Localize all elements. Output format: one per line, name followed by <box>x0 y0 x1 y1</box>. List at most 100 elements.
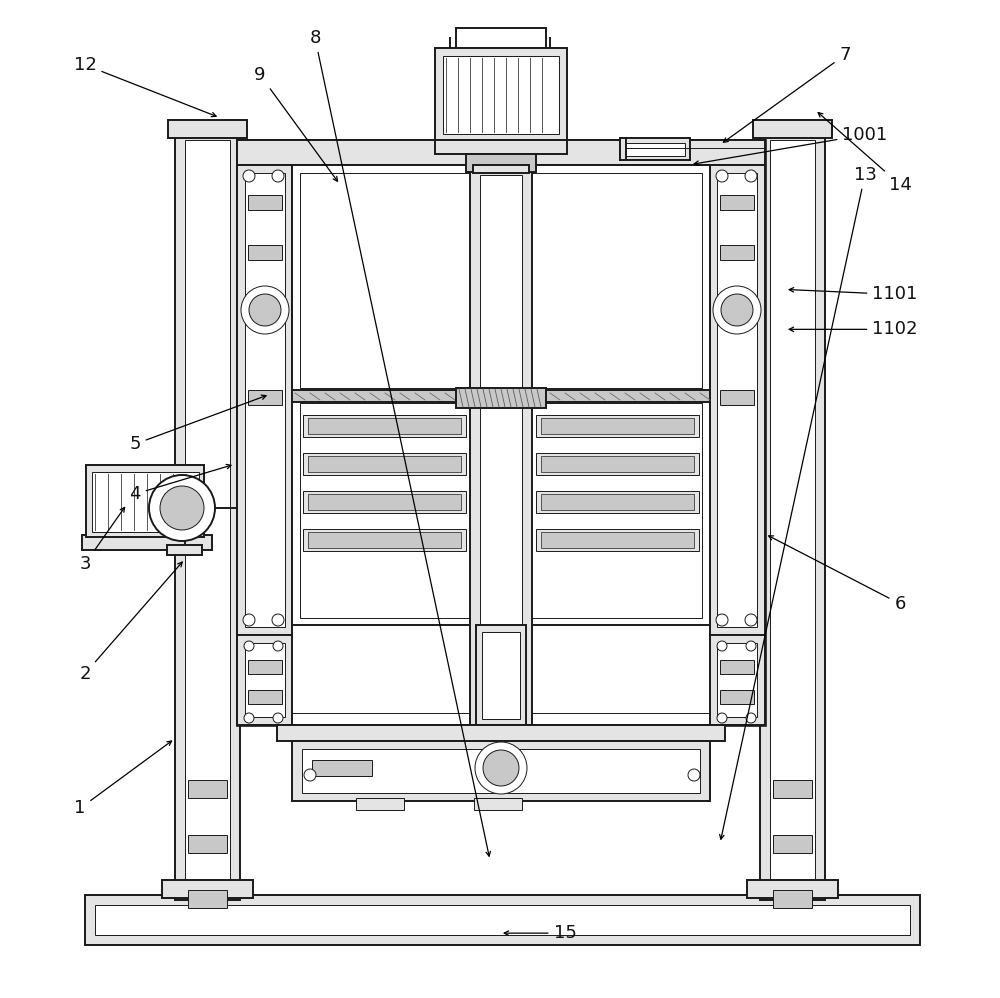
Bar <box>435 48 567 140</box>
Bar <box>770 140 815 890</box>
Circle shape <box>721 294 753 326</box>
Bar <box>82 535 212 550</box>
Bar <box>482 632 520 719</box>
Bar <box>188 835 227 853</box>
Bar <box>536 453 699 475</box>
Circle shape <box>717 713 727 723</box>
Circle shape <box>746 713 756 723</box>
Bar <box>237 140 765 725</box>
Bar <box>292 741 710 801</box>
Bar <box>443 56 559 134</box>
Bar <box>185 140 230 890</box>
Circle shape <box>717 641 727 651</box>
Bar <box>710 165 765 635</box>
Bar <box>312 760 372 776</box>
Bar <box>308 456 461 472</box>
Bar <box>541 494 694 510</box>
Text: 5: 5 <box>129 395 266 453</box>
Bar <box>237 140 765 165</box>
Circle shape <box>745 170 757 182</box>
Bar <box>308 532 461 548</box>
Text: 2: 2 <box>79 562 182 683</box>
Bar <box>536 491 699 513</box>
Bar <box>292 165 710 395</box>
Bar <box>435 140 567 154</box>
Circle shape <box>273 713 283 723</box>
Bar <box>175 130 240 900</box>
Bar <box>720 390 754 405</box>
Text: 1: 1 <box>74 741 172 817</box>
Bar <box>720 660 754 674</box>
Bar <box>620 138 690 160</box>
Bar <box>710 635 765 725</box>
Circle shape <box>688 769 700 781</box>
Bar <box>237 635 292 725</box>
Bar <box>541 456 694 472</box>
Bar <box>720 245 754 260</box>
Text: 7: 7 <box>723 46 851 143</box>
Circle shape <box>716 170 728 182</box>
Bar <box>720 195 754 210</box>
Bar <box>245 643 285 717</box>
Text: 14: 14 <box>818 113 911 194</box>
Circle shape <box>745 614 757 626</box>
Bar <box>541 532 694 548</box>
Bar <box>302 749 700 793</box>
Text: 1101: 1101 <box>789 285 918 303</box>
Bar <box>720 690 754 704</box>
Bar <box>473 165 529 173</box>
Text: 1102: 1102 <box>789 320 918 338</box>
Text: 6: 6 <box>769 536 906 613</box>
Bar <box>480 175 522 715</box>
Bar <box>162 880 253 898</box>
Circle shape <box>716 614 728 626</box>
Text: 15: 15 <box>504 924 576 942</box>
Circle shape <box>244 713 254 723</box>
Bar <box>717 643 757 717</box>
Bar <box>188 780 227 798</box>
Circle shape <box>243 170 255 182</box>
Bar <box>245 173 285 627</box>
Text: 1001: 1001 <box>694 126 888 166</box>
Bar <box>541 418 694 434</box>
Circle shape <box>272 614 284 626</box>
Bar <box>292 390 710 402</box>
Bar <box>474 798 522 810</box>
Bar <box>536 529 699 551</box>
Bar <box>85 895 920 945</box>
Bar <box>248 390 282 405</box>
Bar <box>308 494 461 510</box>
Bar <box>470 165 532 725</box>
Bar <box>300 403 702 618</box>
Circle shape <box>272 170 284 182</box>
Bar <box>237 165 292 635</box>
Bar <box>300 173 702 388</box>
Bar <box>277 725 725 741</box>
Bar <box>303 415 466 437</box>
Circle shape <box>713 286 761 334</box>
Bar <box>773 890 812 908</box>
Bar <box>292 395 710 625</box>
Bar <box>356 798 404 810</box>
Bar <box>773 780 812 798</box>
Circle shape <box>241 286 289 334</box>
Bar <box>753 120 832 138</box>
Circle shape <box>244 641 254 651</box>
Bar <box>303 491 466 513</box>
Bar <box>747 880 838 898</box>
Bar <box>95 905 910 935</box>
Text: 13: 13 <box>720 166 876 839</box>
Bar <box>248 195 282 210</box>
Circle shape <box>249 294 281 326</box>
Text: 12: 12 <box>74 56 216 117</box>
Circle shape <box>746 641 756 651</box>
Bar <box>248 690 282 704</box>
Bar <box>303 529 466 551</box>
Bar <box>476 625 526 725</box>
Bar <box>456 388 546 408</box>
Bar <box>625 143 685 156</box>
Text: 3: 3 <box>79 507 125 573</box>
Bar <box>248 152 754 713</box>
Text: 8: 8 <box>309 29 490 856</box>
Circle shape <box>243 614 255 626</box>
